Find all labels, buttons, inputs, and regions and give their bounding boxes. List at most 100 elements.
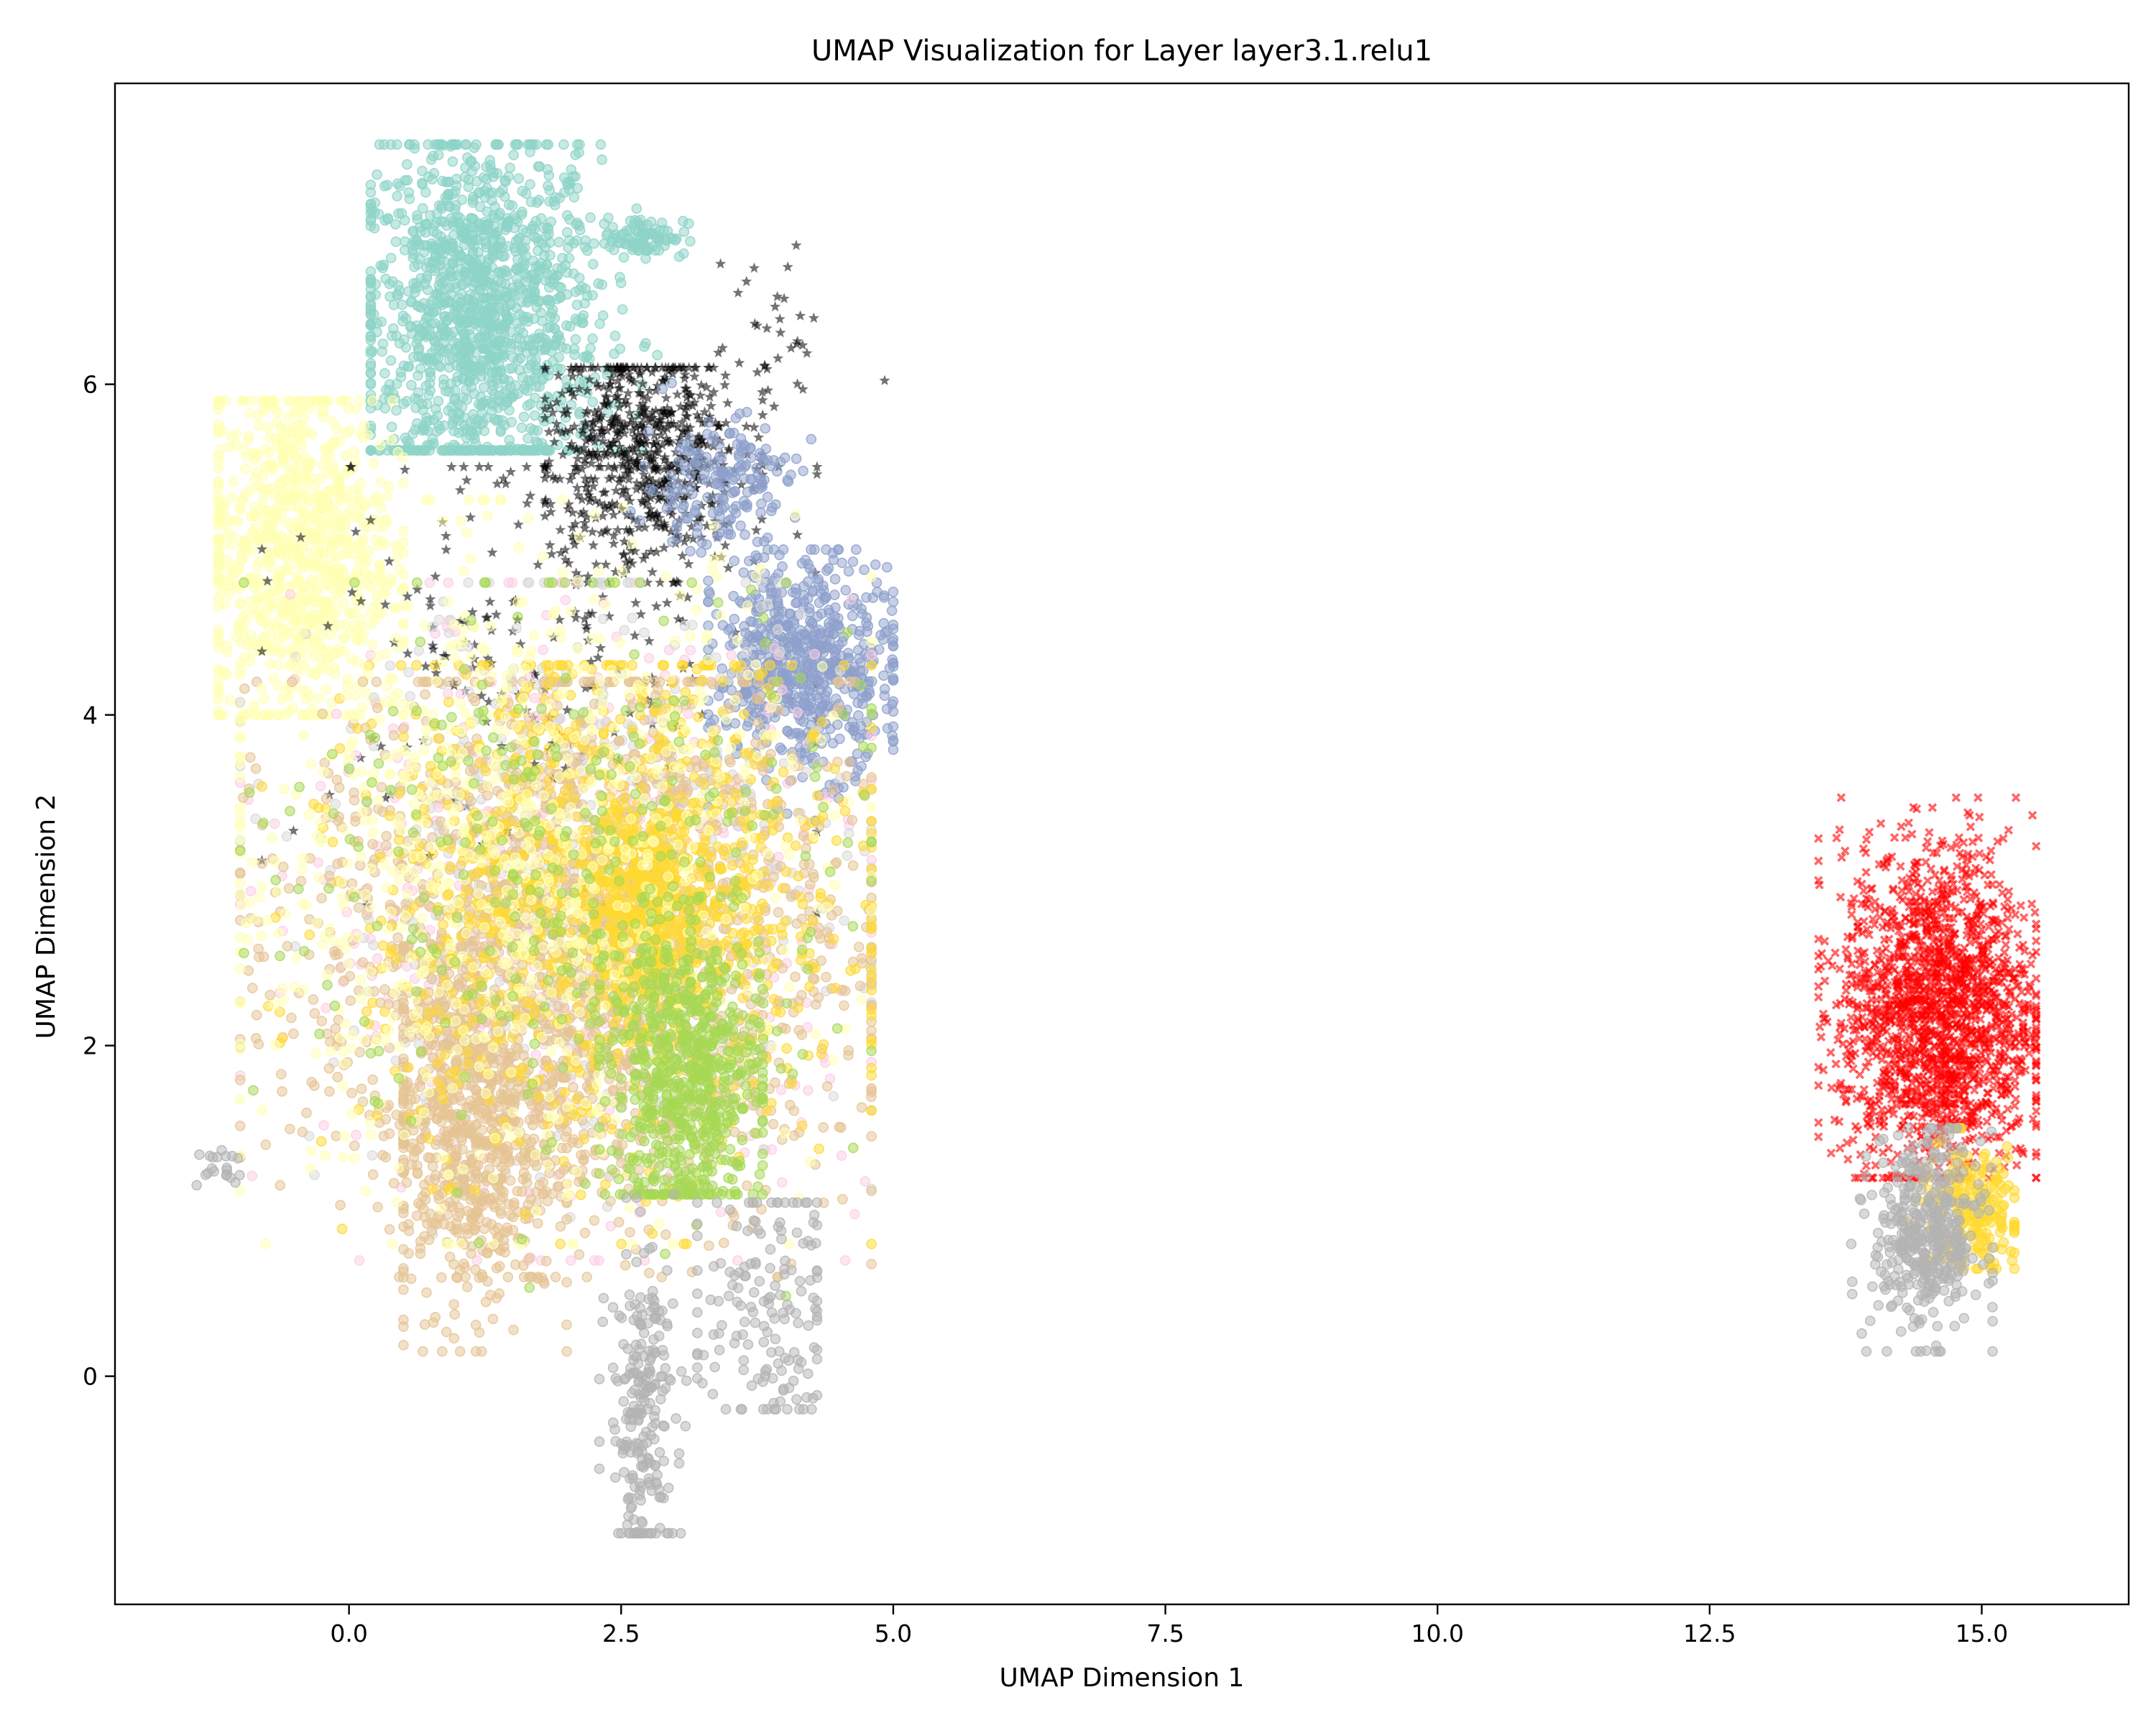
data-point	[353, 635, 364, 646]
data-point	[474, 186, 485, 198]
data-point	[760, 423, 771, 434]
data-point	[471, 308, 482, 319]
data-point	[504, 363, 515, 374]
data-point	[376, 316, 387, 328]
data-point	[687, 488, 698, 500]
data-point	[428, 226, 439, 237]
data-point	[239, 463, 251, 474]
data-point	[543, 294, 554, 305]
data-point	[409, 143, 420, 154]
data-point	[579, 298, 591, 309]
data-point	[571, 235, 582, 247]
data-point	[487, 405, 497, 416]
data-point	[679, 620, 691, 632]
data-point	[435, 274, 446, 285]
data-point	[570, 334, 581, 345]
data-point	[244, 408, 255, 419]
data-point	[824, 627, 835, 638]
data-point	[272, 680, 283, 691]
data-point	[718, 494, 729, 505]
data-point	[548, 356, 558, 367]
data-point	[398, 452, 409, 463]
data-point	[673, 478, 683, 489]
data-point	[223, 530, 234, 541]
data-point	[424, 577, 436, 588]
data-point	[538, 644, 549, 656]
data-point	[609, 229, 621, 240]
data-point	[762, 492, 773, 502]
data-point	[666, 377, 677, 389]
data-point	[403, 666, 414, 678]
data-point	[224, 441, 235, 453]
data-point	[796, 609, 806, 620]
data-point	[304, 459, 315, 470]
data-point	[403, 187, 415, 198]
data-point	[513, 173, 525, 184]
data-point	[510, 380, 521, 391]
data-point	[305, 574, 317, 586]
data-point	[500, 278, 511, 290]
data-point	[269, 818, 280, 829]
data-point	[385, 355, 397, 366]
data-point	[449, 278, 461, 290]
data-point	[213, 418, 224, 430]
data-point	[487, 187, 498, 198]
data-point	[486, 227, 497, 239]
data-point	[349, 446, 359, 458]
data-point	[262, 602, 274, 612]
data-point	[654, 234, 665, 246]
data-point	[724, 428, 735, 439]
data-point	[412, 210, 423, 221]
data-point	[540, 341, 551, 353]
data-point	[560, 594, 571, 606]
data-point	[512, 388, 523, 400]
data-point	[595, 139, 607, 150]
data-point	[394, 338, 405, 349]
data-point	[547, 269, 558, 280]
data-point	[443, 176, 455, 188]
data-point	[235, 620, 247, 632]
data-point	[365, 308, 377, 320]
data-point	[252, 574, 264, 585]
data-point	[544, 282, 555, 293]
data-point	[447, 156, 459, 167]
data-point	[516, 209, 528, 220]
data-point	[772, 466, 783, 477]
data-point	[396, 585, 407, 597]
data-point	[340, 515, 351, 527]
data-point	[532, 425, 543, 436]
data-point	[264, 551, 275, 563]
data-point	[667, 500, 678, 511]
data-point	[851, 544, 862, 555]
data-point	[276, 648, 287, 659]
data-point	[401, 159, 413, 170]
data-point	[252, 605, 264, 617]
data-point	[416, 398, 428, 410]
data-point	[307, 557, 318, 568]
data-point	[385, 139, 397, 150]
data-point	[796, 748, 806, 759]
data-point	[846, 594, 857, 605]
data-point	[405, 691, 416, 702]
data-point	[398, 618, 409, 630]
data-point	[888, 661, 899, 672]
data-point	[298, 413, 309, 424]
data-point	[365, 266, 377, 277]
data-point	[536, 316, 548, 326]
data-point	[272, 536, 284, 547]
data-point	[271, 597, 282, 608]
data-point	[476, 418, 487, 430]
data-point	[383, 481, 395, 492]
data-point	[482, 337, 493, 349]
data-point	[484, 352, 495, 364]
data-point	[218, 507, 229, 518]
data-point	[461, 152, 473, 163]
data-point	[478, 172, 489, 183]
data-point	[815, 587, 826, 599]
data-point	[430, 262, 441, 274]
data-point	[296, 602, 308, 612]
data-point	[531, 197, 543, 208]
data-point	[535, 213, 547, 224]
data-point	[369, 207, 380, 218]
